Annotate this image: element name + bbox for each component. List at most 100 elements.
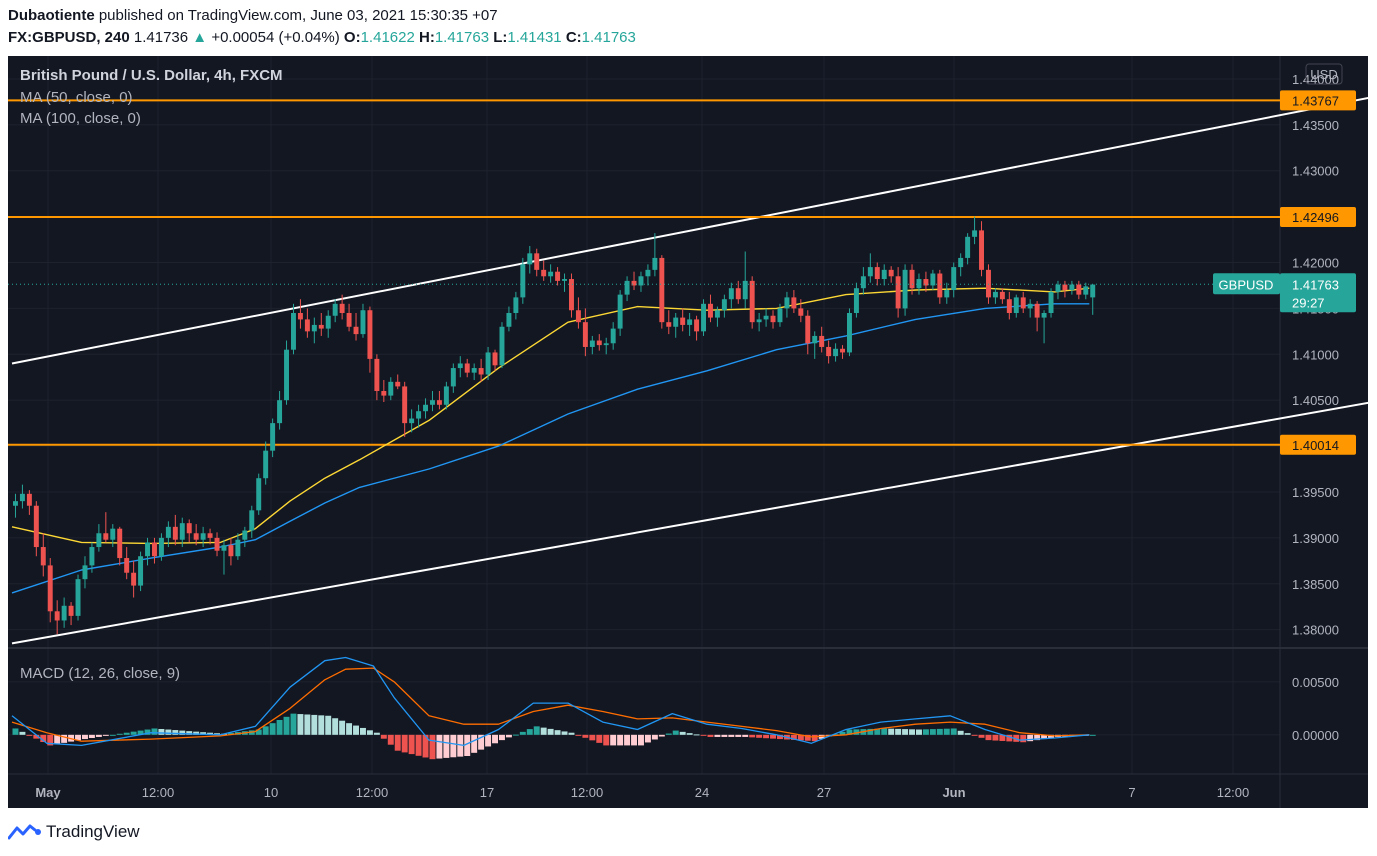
chart-area[interactable]: 1.440001.435001.430001.425001.420001.415… [8, 56, 1368, 808]
candle-body [534, 253, 540, 270]
channel-trendline [11, 401, 1368, 645]
macd-histogram-bar [568, 732, 575, 735]
candle-body [61, 605, 67, 621]
chart-canvas[interactable]: 1.440001.435001.430001.425001.420001.415… [8, 56, 1368, 808]
candle-body [812, 335, 818, 344]
candle-body [777, 308, 783, 323]
macd-histogram-bar [1034, 734, 1041, 741]
macd-histogram-bar [832, 734, 839, 736]
instrument-title: British Pound / U.S. Dollar, 4h, FXCM [20, 67, 283, 84]
macd-histogram-bar [137, 730, 144, 735]
candle-body [304, 319, 310, 332]
price-tick-label: 1.38000 [1292, 623, 1339, 638]
macd-histogram-bar [193, 731, 200, 735]
change-arrow-icon: ▲ [192, 29, 208, 46]
candle-body [589, 340, 595, 347]
candle-body [82, 565, 88, 580]
macd-histogram-bar [950, 728, 957, 735]
candle-body [242, 530, 248, 540]
high-label: H: [419, 29, 435, 46]
ma50-line [11, 287, 1090, 545]
macd-histogram-bar [40, 734, 47, 743]
macd-histogram-bar [179, 730, 186, 735]
macd-histogram-bar [992, 734, 999, 741]
candle-body [89, 547, 95, 566]
candle-body [423, 404, 428, 412]
macd-histogram-bar [999, 734, 1006, 741]
candle-body [874, 267, 880, 280]
channel-trendline [11, 96, 1368, 365]
candle-body [374, 358, 380, 392]
candle-body [840, 348, 845, 353]
candle-body [235, 539, 241, 557]
macd-histogram-bar [26, 734, 33, 736]
macd-histogram-bar [88, 734, 95, 738]
candle-body [339, 303, 345, 313]
candle-body [443, 386, 449, 405]
macd-histogram-bar [214, 733, 220, 735]
candle-body [325, 315, 331, 329]
tradingview-logo[interactable]: TradingView [8, 822, 140, 842]
candle-body [436, 400, 442, 405]
macd-legend[interactable]: MACD (12, 26, close, 9) [20, 665, 181, 682]
price-tick-label: 1.39000 [1292, 531, 1339, 546]
candle-body [47, 565, 53, 612]
candle-body [75, 579, 81, 616]
macd-histogram-bar [429, 734, 436, 760]
macd-histogram-bar [1027, 734, 1034, 742]
macd-histogram-bar [478, 734, 485, 750]
candle-body [1090, 284, 1096, 298]
macd-histogram-bar [436, 734, 443, 759]
ma100-legend[interactable]: MA (100, close, 0) [20, 110, 141, 127]
author-name[interactable]: Dubaotiente [8, 7, 95, 24]
ma50-legend[interactable]: MA (50, close, 0) [20, 89, 133, 106]
candle-body [520, 264, 526, 298]
macd-histogram-bar [457, 734, 464, 757]
candle-body [172, 526, 178, 540]
candle-body [457, 363, 463, 369]
candle-body [888, 269, 894, 277]
macd-histogram-bar [325, 715, 332, 735]
macd-histogram-bar [575, 734, 582, 736]
candle-body [791, 297, 797, 309]
candle-body [402, 386, 408, 424]
macd-histogram-bar [749, 734, 756, 738]
candle-body [103, 533, 109, 540]
macd-histogram-bar [582, 734, 589, 738]
macd-histogram-bar [888, 728, 895, 735]
candle-body [631, 280, 637, 286]
macd-histogram-bar [422, 734, 429, 758]
macd-histogram-bar [651, 734, 658, 740]
candle-body [207, 533, 213, 538]
macd-histogram-bar [533, 726, 540, 735]
candle-body [673, 317, 679, 327]
candle-body [694, 319, 700, 332]
macd-histogram-bar [624, 734, 631, 746]
level-price-tag [1280, 90, 1356, 111]
level-price-label: 1.43767 [1292, 93, 1339, 108]
candle-body [596, 340, 602, 346]
candle-body [916, 279, 922, 289]
candle-body [311, 324, 317, 332]
candle-body [485, 352, 491, 375]
candle-body [110, 528, 116, 540]
price-tick-label: 1.39500 [1292, 485, 1339, 500]
candle-body [909, 269, 915, 289]
macd-histogram-bar [95, 734, 102, 737]
macd-histogram-bar [1041, 734, 1048, 740]
macd-histogram-bar [401, 734, 408, 753]
candle-body [33, 505, 39, 548]
candle-body [499, 326, 505, 366]
candle-body [221, 545, 227, 551]
macd-histogram-bar [186, 731, 193, 735]
macd-histogram-bar [777, 734, 783, 740]
candle-body [763, 315, 769, 320]
candle-body [937, 273, 943, 298]
candle-body [13, 501, 18, 506]
macd-histogram-bar [450, 734, 457, 758]
candle-body [249, 510, 255, 531]
macd-histogram-bar [964, 733, 971, 735]
candle-body [603, 343, 609, 346]
candle-body [999, 291, 1005, 300]
macd-histogram-bar [61, 734, 68, 743]
